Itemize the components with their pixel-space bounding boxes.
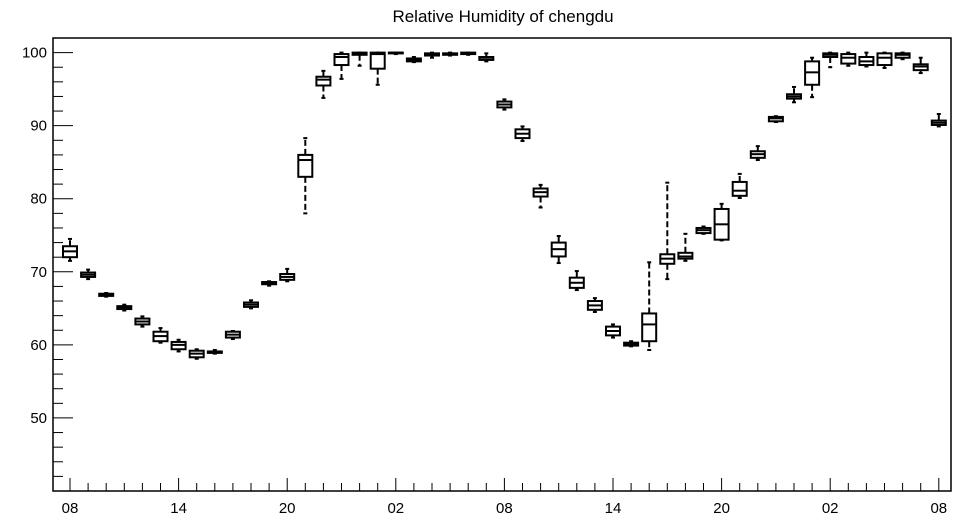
box-8 [206, 348, 223, 355]
box-30 [605, 323, 621, 339]
box-15 [333, 51, 350, 80]
box-40 [786, 85, 802, 104]
box-22 [460, 51, 477, 56]
box-6 [170, 338, 187, 353]
box-12 [279, 267, 296, 283]
box-29 [586, 297, 603, 313]
box-41 [804, 56, 821, 99]
y-tick-label: 50 [30, 410, 47, 427]
box-series [62, 51, 947, 360]
x-tick-label: 14 [605, 500, 622, 517]
box-44 [858, 51, 875, 68]
box-1 [80, 268, 97, 281]
x-tick-label: 02 [822, 500, 839, 517]
y-tick-label: 100 [22, 45, 47, 62]
iqr-box [369, 51, 386, 70]
box-10 [243, 299, 259, 310]
box-19 [405, 55, 422, 64]
box-20 [424, 51, 440, 59]
chart-title: Relative Humidity of chengdu [392, 7, 613, 26]
x-tick-label: 14 [170, 500, 187, 517]
y-tick-label: 60 [30, 337, 47, 354]
box-11 [261, 280, 278, 287]
x-tick-label: 08 [930, 500, 947, 517]
box-4 [134, 315, 151, 328]
box-17 [369, 51, 386, 86]
iqr-box [840, 53, 857, 65]
x-tick-label: 08 [62, 500, 79, 517]
iqr-box [315, 75, 332, 87]
box-27 [550, 235, 567, 265]
iqr-box [297, 153, 314, 178]
box-45 [876, 51, 893, 69]
box-36 [713, 202, 730, 242]
box-26 [532, 183, 549, 209]
box-7 [188, 348, 205, 360]
y-tick-label: 70 [30, 264, 47, 281]
box-18 [387, 51, 404, 56]
box-42 [822, 51, 839, 69]
iqr-box [876, 52, 893, 67]
iqr-box [333, 53, 350, 67]
x-tick-label: 20 [279, 500, 296, 517]
iqr-box [731, 180, 748, 197]
box-33 [659, 181, 676, 281]
box-24 [496, 98, 513, 111]
y-tick-label: 80 [30, 191, 47, 208]
box-13 [297, 137, 314, 215]
y-tick-label: 90 [30, 118, 47, 135]
box-35 [695, 225, 712, 235]
box-32 [641, 261, 658, 351]
x-tick-label: 20 [713, 500, 730, 517]
box-14 [315, 69, 332, 99]
plot-frame [52, 37, 952, 492]
x-tick-label: 02 [387, 500, 404, 517]
box-37 [731, 172, 748, 200]
box-2 [98, 291, 115, 298]
box-34 [677, 232, 694, 262]
box-21 [442, 51, 459, 57]
box-25 [514, 125, 531, 143]
box-38 [749, 145, 766, 162]
box-31 [623, 340, 640, 348]
box-47 [912, 56, 929, 75]
x-axis: 08 14 20 02 08 14 20 02 08 [62, 478, 947, 517]
y-axis: 50 60 70 80 90 100 [22, 37, 73, 477]
box-43 [840, 51, 857, 67]
box-0 [62, 237, 78, 262]
box-46 [894, 51, 911, 61]
box-28 [568, 270, 585, 292]
box-9 [224, 329, 241, 341]
x-tick-label: 08 [496, 500, 513, 517]
box-39 [767, 115, 784, 124]
box-3 [116, 303, 133, 312]
box-23 [478, 52, 495, 63]
box-16 [351, 51, 368, 67]
iqr-box [641, 312, 658, 343]
box-5 [152, 327, 169, 344]
box-48 [930, 112, 947, 128]
